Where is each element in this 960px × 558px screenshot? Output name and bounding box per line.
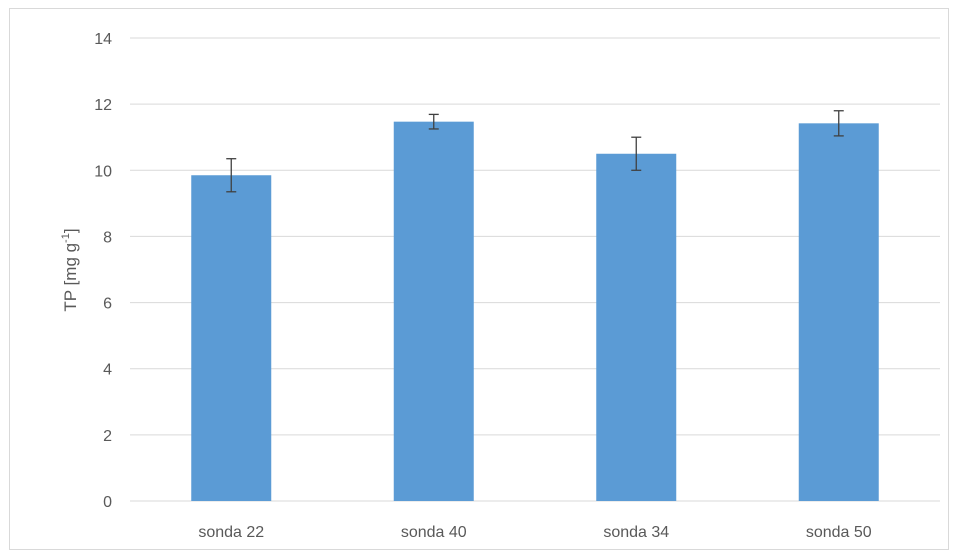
y-tick-label: 10 — [94, 163, 112, 180]
y-tick-labels: 0 2 4 6 8 10 12 14 — [94, 31, 112, 511]
y-tick-label: 4 — [103, 362, 112, 379]
x-tick-label: sonda 22 — [198, 524, 264, 541]
bars — [191, 121, 879, 502]
y-tick-label: 0 — [103, 494, 112, 511]
x-tick-labels: sonda 22 sonda 40 sonda 34 sonda 50 — [198, 524, 871, 541]
y-tick-label: 14 — [94, 31, 112, 48]
bar — [596, 153, 677, 501]
x-tick-label: sonda 50 — [806, 524, 872, 541]
bar — [798, 123, 879, 502]
error-bars — [226, 110, 844, 193]
bar — [191, 175, 272, 501]
y-tick-label: 8 — [103, 229, 112, 246]
y-tick-label: 6 — [103, 296, 112, 313]
y-axis-label-main: TP [mg g — [61, 243, 80, 312]
y-tick-label: 12 — [94, 97, 112, 114]
y-axis-label: TP [mg g-1] — [60, 228, 80, 311]
chart-frame — [9, 8, 949, 550]
x-tick-label: sonda 34 — [603, 524, 669, 541]
bar — [393, 121, 474, 501]
x-tick-label: sonda 40 — [401, 524, 467, 541]
y-axis-label-sup: -1 — [60, 233, 72, 243]
y-axis-label-end: ] — [61, 228, 80, 233]
y-tick-label: 2 — [103, 428, 112, 445]
